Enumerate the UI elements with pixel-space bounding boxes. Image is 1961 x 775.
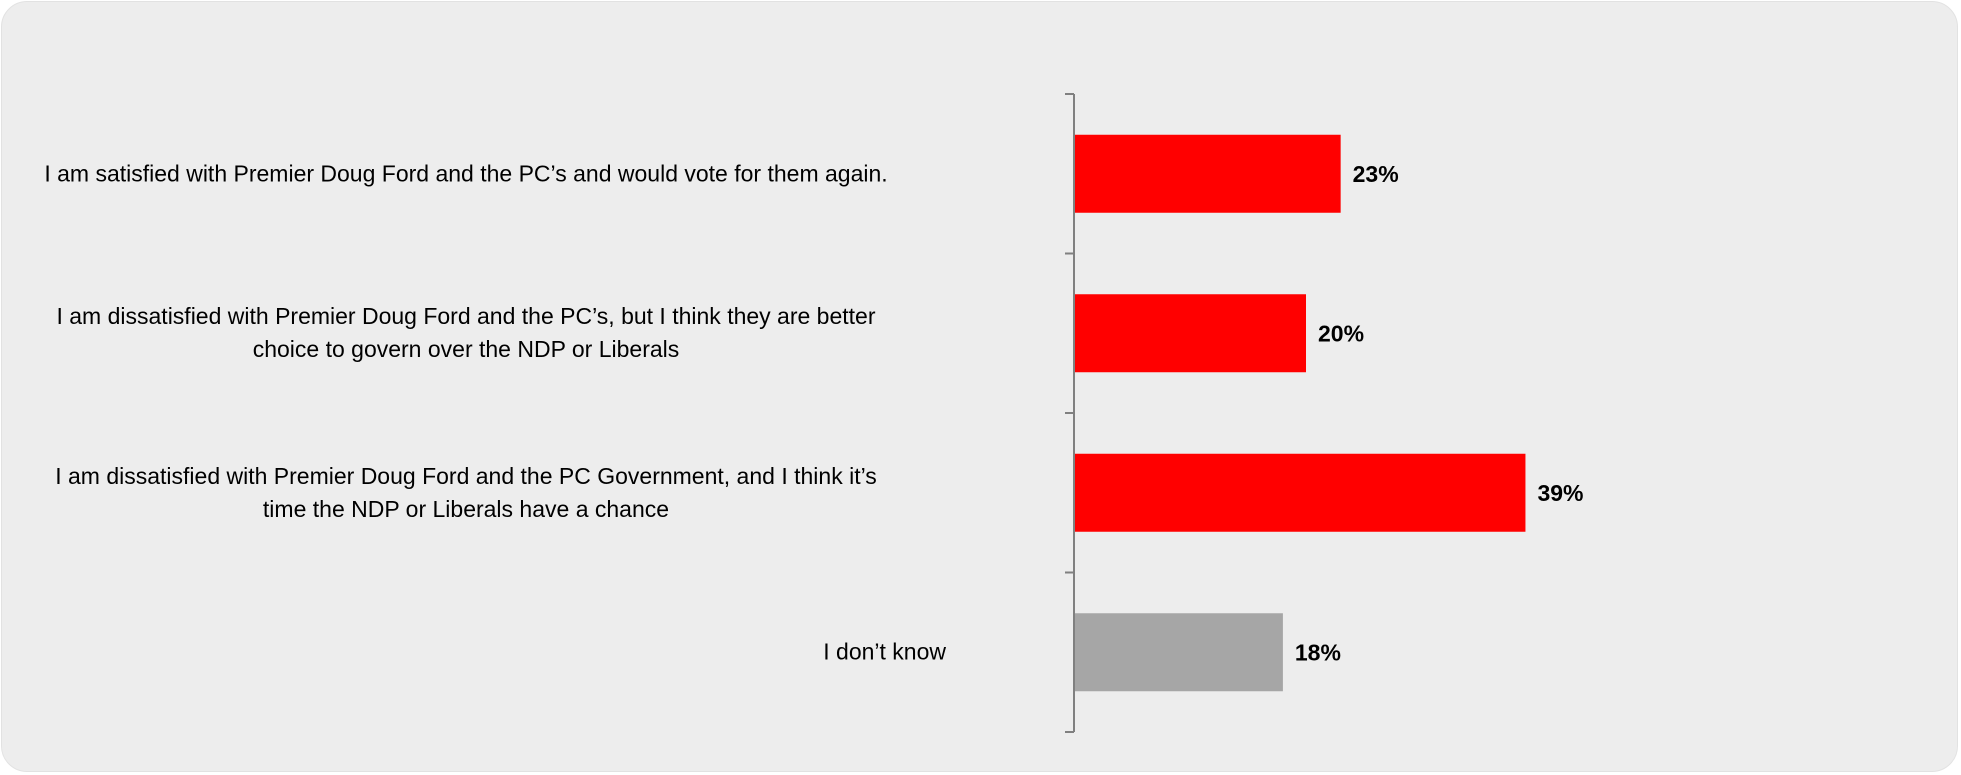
- category-label: I am satisfied with Premier Doug Ford an…: [44, 160, 888, 187]
- category-label: I don’t know: [823, 638, 946, 665]
- data-label: 20%: [1318, 320, 1364, 346]
- data-label: 23%: [1353, 161, 1399, 187]
- bar: [1075, 294, 1306, 373]
- data-label: 39%: [1537, 480, 1583, 506]
- category-label: I am dissatisfied with Premier Doug Ford…: [56, 303, 876, 363]
- bar: [1075, 613, 1283, 692]
- data-label: 18%: [1295, 639, 1341, 665]
- bar: [1075, 453, 1526, 532]
- category-label: I am dissatisfied with Premier Doug Ford…: [55, 462, 877, 522]
- bar: [1075, 134, 1341, 213]
